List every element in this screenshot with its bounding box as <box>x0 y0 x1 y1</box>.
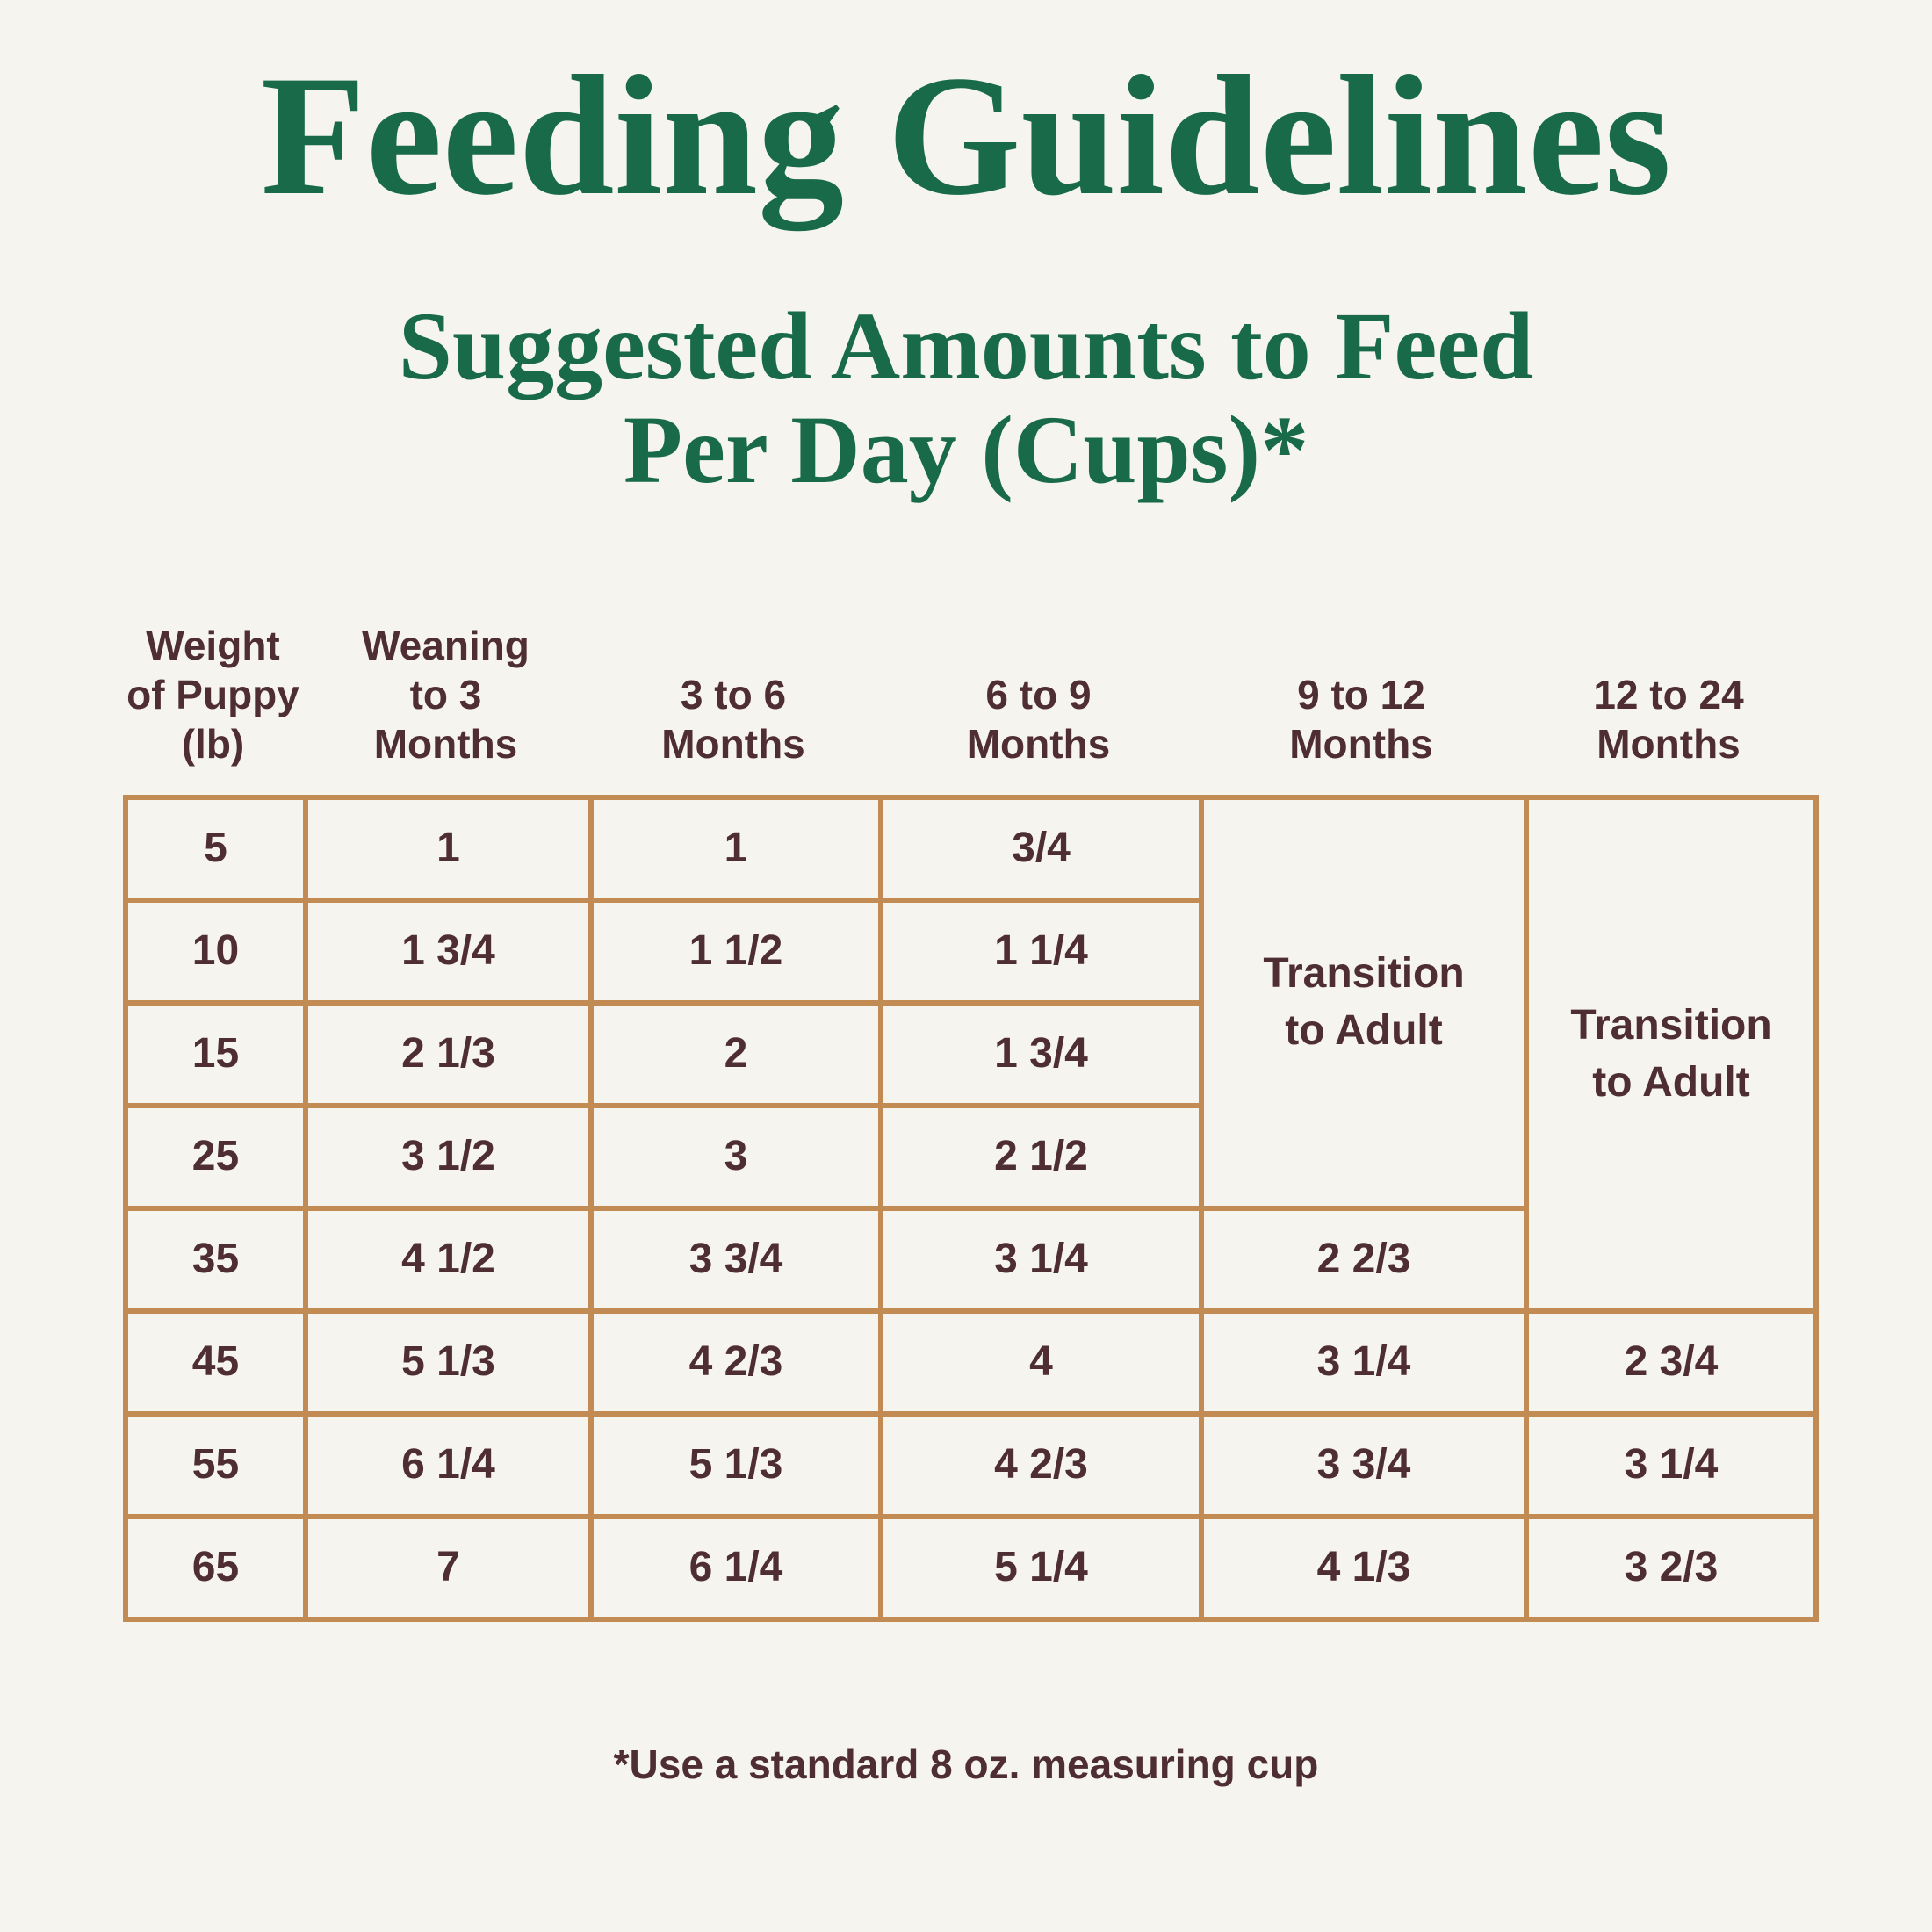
weight-cell: 10 <box>123 898 308 1006</box>
amount-cell: 2 3/4 <box>1524 1308 1819 1417</box>
amount-cell: 5 1/4 <box>878 1514 1204 1622</box>
measuring-cup-footnote: *Use a standard 8 oz. measuring cup <box>613 1741 1319 1787</box>
table-row: 45 5 1/3 4 2/3 4 3 1/4 2 3/4 <box>123 1308 1819 1417</box>
table-column-headers: Weight of Puppy (lb) Weaning to 3 Months… <box>123 621 1813 795</box>
column-header-6-to-9: 6 to 9 Months <box>966 671 1111 767</box>
amount-cell: 2 <box>588 1000 883 1108</box>
weight-cell: 15 <box>123 1000 308 1108</box>
page-subtitle: Suggested Amounts to Feed Per Day (Cups)* <box>0 292 1932 503</box>
amount-cell: 6 1/4 <box>303 1411 594 1519</box>
amount-cell: 3 1/4 <box>1524 1411 1819 1519</box>
weight-cell: 5 <box>123 795 308 903</box>
page-title: Feeding Guidelines <box>260 40 1672 231</box>
table-row: 5 1 1 3/4 Transition to Adult Transition… <box>123 795 1819 1314</box>
weight-cell: 65 <box>123 1514 308 1622</box>
amount-cell: 3 1/4 <box>1199 1308 1529 1417</box>
weight-cell: 35 <box>123 1206 308 1314</box>
table-row: 15 2 1/3 2 1 3/4 <box>123 1000 1816 1108</box>
amount-cell: 6 1/4 <box>588 1514 883 1622</box>
amount-cell: 1 <box>303 795 594 903</box>
amount-cell: 3 1/2 <box>303 1103 594 1211</box>
amount-cell: 3 3/4 <box>1199 1411 1529 1519</box>
amount-cell: 1 1/2 <box>588 898 883 1006</box>
amount-cell: 1 1/4 <box>878 898 1204 1006</box>
table-row: 10 1 3/4 1 1/2 1 1/4 <box>123 898 1816 1006</box>
amount-cell: 1 3/4 <box>303 898 594 1006</box>
table-row: 35 4 1/2 3 3/4 3 1/4 2 2/3 <box>123 1206 1816 1314</box>
amount-cell: 2 1/3 <box>303 1000 594 1108</box>
amount-cell: 4 2/3 <box>588 1308 883 1417</box>
column-header-weight: Weight of Puppy (lb) <box>126 622 299 767</box>
table-row: 65 7 6 1/4 5 1/4 4 1/3 3 2/3 <box>123 1514 1819 1622</box>
amount-cell: 4 <box>878 1308 1204 1417</box>
column-header-9-to-12: 9 to 12 Months <box>1289 671 1433 767</box>
amount-cell: 1 <box>588 795 883 903</box>
amount-cell: 3 2/3 <box>1524 1514 1819 1622</box>
subtitle-line-2: Per Day (Cups)* <box>623 395 1309 503</box>
table-row: 25 3 1/2 3 2 1/2 <box>123 1103 1816 1211</box>
transition-cell-9-12: Transition to Adult <box>1199 795 1529 1211</box>
amount-cell: 3 3/4 <box>588 1206 883 1314</box>
table-row: 55 6 1/4 5 1/3 4 2/3 3 3/4 3 1/4 <box>123 1411 1819 1519</box>
weight-cell: 55 <box>123 1411 308 1519</box>
weight-cell: 25 <box>123 1103 308 1211</box>
amount-cell: 5 1/3 <box>303 1308 594 1417</box>
amount-cell: 4 2/3 <box>878 1411 1204 1519</box>
amount-cell: 3/4 <box>878 795 1204 903</box>
amount-cell: 3 1/4 <box>878 1206 1204 1314</box>
column-header-3-to-6: 3 to 6 Months <box>661 671 805 767</box>
amount-cell: 2 1/2 <box>878 1103 1204 1211</box>
feeding-table: 5 1 1 3/4 Transition to Adult Transition… <box>123 795 1819 1622</box>
subtitle-line-1: Suggested Amounts to Feed <box>398 292 1534 400</box>
amount-cell: 3 <box>588 1103 883 1211</box>
amount-cell: 2 2/3 <box>1199 1206 1529 1314</box>
transition-cell-12-24: Transition to Adult <box>1524 795 1819 1314</box>
amount-cell: 4 1/3 <box>1199 1514 1529 1622</box>
amount-cell: 1 3/4 <box>878 1000 1204 1108</box>
column-header-12-to-24: 12 to 24 Months <box>1593 671 1744 767</box>
weight-cell: 45 <box>123 1308 308 1417</box>
amount-cell: 7 <box>303 1514 594 1622</box>
amount-cell: 5 1/3 <box>588 1411 883 1519</box>
amount-cell: 4 1/2 <box>303 1206 594 1314</box>
column-header-weaning-to-3: Weaning to 3 Months <box>362 622 530 767</box>
